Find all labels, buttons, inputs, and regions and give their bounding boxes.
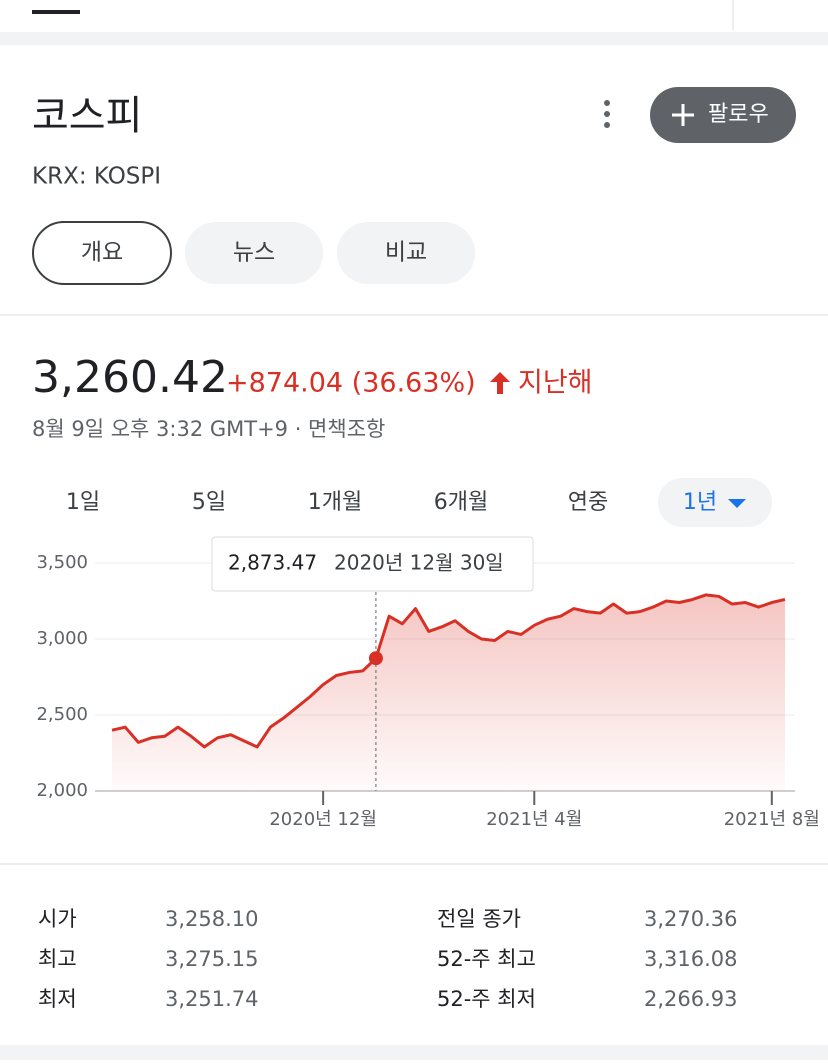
x-tick-label: 2020년 12월: [269, 809, 377, 830]
y-tick-label: 2,000: [36, 780, 88, 801]
tooltip: [211, 536, 534, 592]
x-tick-label: 2021년 8월: [724, 809, 820, 830]
stat-value: 3,270.36: [644, 907, 738, 931]
stat-label: 52-주 최저: [437, 987, 536, 1011]
title: 코스피: [32, 93, 142, 139]
tooltip-date: 2020년 12월 30일: [334, 551, 504, 575]
range-label[interactable]: 1년: [683, 490, 717, 515]
tab-label[interactable]: 개요: [81, 240, 123, 266]
range-label[interactable]: 연중: [568, 490, 608, 515]
change: +874.04 (36.63%): [226, 368, 476, 399]
tab-indicator: [32, 10, 80, 14]
range-label[interactable]: 5일: [192, 490, 226, 515]
stat-label: 최고: [38, 947, 77, 971]
range-label[interactable]: 6개월: [434, 490, 488, 515]
more-button[interactable]: [604, 100, 610, 128]
band: [0, 32, 828, 45]
band: [0, 1045, 828, 1060]
y-tick-label: 3,500: [36, 552, 88, 573]
stat-value: 3,251.74: [165, 987, 259, 1011]
subtitle: KRX: KOSPI: [32, 164, 161, 190]
range-label[interactable]: 1개월: [308, 490, 362, 515]
line: [111, 593, 786, 749]
tab[interactable]: [185, 222, 323, 284]
follow-label[interactable]: 팔로우: [708, 102, 769, 127]
stat-label: 전일 종가: [437, 907, 521, 931]
follow-button[interactable]: [650, 87, 796, 143]
tab-label[interactable]: 뉴스: [233, 240, 275, 266]
tab[interactable]: [32, 221, 172, 285]
x-tick-label: 2021년 4월: [486, 809, 582, 830]
stat-value: 2,266.93: [644, 987, 738, 1011]
tab-label[interactable]: 비교: [385, 240, 427, 266]
price: 3,260.42: [32, 352, 228, 403]
plus-icon: [672, 104, 694, 126]
timestamp: 8월 9일 오후 3:32 GMT+9 · 면책조항: [32, 417, 385, 441]
period: 지난해: [518, 368, 593, 399]
stat-label: 최저: [38, 987, 77, 1011]
dropdown-icon: [728, 499, 746, 508]
stat-value: 3,258.10: [165, 907, 259, 931]
stat-label: 시가: [38, 907, 77, 931]
stat-value: 3,316.08: [644, 947, 738, 971]
area: [112, 594, 785, 791]
range-label[interactable]: 1일: [66, 490, 100, 515]
point: [368, 651, 383, 666]
tab[interactable]: [337, 222, 475, 284]
stat-label: 52-주 최고: [437, 947, 536, 971]
up-arrow: [490, 372, 510, 394]
tooltip-value: 2,873.47: [228, 551, 317, 575]
range-selected[interactable]: [658, 478, 772, 527]
y-tick-label: 3,000: [36, 628, 88, 649]
y-tick-label: 2,500: [36, 704, 88, 725]
stat-value: 3,275.15: [165, 947, 259, 971]
